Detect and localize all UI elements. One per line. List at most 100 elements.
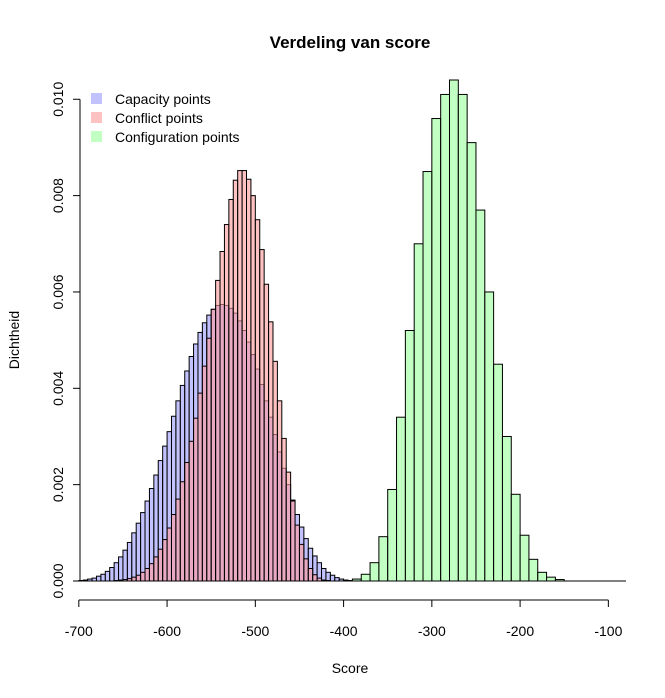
histogram-bar <box>179 481 186 582</box>
chart-title: Verdeling van score <box>270 33 431 52</box>
histogram-bar <box>259 249 265 582</box>
series-3-bars <box>351 79 565 582</box>
x-tick-label: -100 <box>594 623 622 639</box>
series-2-bars <box>113 170 331 582</box>
x-tick-label: -200 <box>506 623 534 639</box>
y-tick-label: 0.004 <box>50 371 66 406</box>
y-tick-label: 0.006 <box>50 274 66 309</box>
x-tick-label: -400 <box>330 623 358 639</box>
legend-swatch <box>91 93 102 104</box>
histogram-bar <box>369 562 380 582</box>
histogram-bar <box>475 209 486 582</box>
histogram-bar <box>228 198 234 582</box>
histogram-bar <box>140 571 146 582</box>
legend-label: Capacity points <box>115 91 211 107</box>
histogram-bar <box>307 567 314 582</box>
histogram-bar <box>528 558 539 582</box>
histogram-bar <box>237 170 243 582</box>
histogram-bar <box>135 522 142 582</box>
histogram-bar <box>312 574 318 582</box>
x-tick-label: -700 <box>65 623 93 639</box>
histogram-bar <box>223 224 230 582</box>
histogram-bar <box>387 488 398 582</box>
legend-swatch <box>91 131 102 142</box>
histogram-bar <box>396 416 406 582</box>
histogram-bar <box>329 574 336 582</box>
legend-label: Conflict points <box>115 110 203 126</box>
histogram-bar <box>166 527 172 582</box>
histogram-bar <box>493 363 503 582</box>
histogram-bar <box>334 577 340 582</box>
x-tick-label: -500 <box>241 623 269 639</box>
histogram-bar <box>546 576 556 582</box>
legend-label: Configuration points <box>115 129 240 145</box>
histogram-bar <box>122 549 128 582</box>
histogram-bar <box>219 251 225 582</box>
histogram-bar <box>413 243 424 582</box>
histogram-bar <box>303 558 309 582</box>
histogram-bar <box>153 556 159 582</box>
histogram-bar <box>254 219 261 582</box>
histogram-bar <box>404 330 415 582</box>
histogram-bar <box>140 512 146 582</box>
histogram-bar <box>197 392 203 582</box>
histogram-bar <box>193 417 199 582</box>
histogram-bar <box>290 500 296 582</box>
histogram-bar <box>135 574 142 582</box>
legend-swatch <box>91 112 102 123</box>
histogram-bar <box>215 279 221 582</box>
y-axis-label: Dichtheid <box>6 311 22 369</box>
histogram-bar <box>281 437 287 582</box>
histogram-bar <box>321 567 327 582</box>
bars-layer <box>78 79 565 582</box>
histogram-bar <box>294 524 300 582</box>
histogram-bar <box>170 514 177 582</box>
histogram-bar <box>162 539 168 582</box>
histogram-bar <box>510 493 521 582</box>
axes-layer: -700 -600 -500 -400 -300 -200 -100 0.000 0.002 0.… <box>50 82 626 639</box>
y-tick-label: 0.010 <box>50 82 66 117</box>
histogram-bar <box>484 291 495 582</box>
histogram-bar <box>268 321 274 582</box>
histogram-bar <box>118 556 124 582</box>
histogram-bar <box>325 571 331 582</box>
histogram-bar <box>232 179 239 582</box>
histogram-bar <box>298 543 305 582</box>
histogram-bar <box>501 435 512 582</box>
histogram-bar <box>466 142 477 582</box>
histogram-bar <box>241 170 248 582</box>
histogram-bar <box>537 571 548 582</box>
histogram-bar <box>109 567 115 582</box>
histogram-bar <box>272 360 278 582</box>
histogram-bar <box>431 118 442 582</box>
histogram-bar <box>448 79 459 582</box>
histogram-bar <box>519 534 530 582</box>
histogram-bar <box>184 461 190 582</box>
histogram-bar <box>250 195 256 582</box>
histogram-bar <box>440 93 451 582</box>
histogram-bar <box>113 562 120 582</box>
histogram-bar <box>131 532 137 582</box>
histogram-bar <box>276 400 283 582</box>
histogram-bar <box>95 575 102 582</box>
histogram-bar <box>148 563 155 582</box>
histogram-bar <box>422 171 433 582</box>
histogram-bar <box>144 567 150 582</box>
histogram-bar <box>126 541 133 582</box>
histogram-bar <box>131 576 137 582</box>
histogram-bar <box>360 573 371 582</box>
legend: Capacity points Conflict points Configurat… <box>91 91 240 145</box>
histogram-bar <box>378 536 389 582</box>
histogram-bar <box>157 548 164 582</box>
histogram-bar <box>263 283 270 582</box>
histogram-bar <box>175 498 181 582</box>
histogram-bar <box>206 337 212 582</box>
histogram-bar <box>210 308 217 582</box>
histogram-bar <box>285 471 292 582</box>
histogram-bar <box>188 440 195 582</box>
histogram-bar <box>246 178 252 582</box>
histogram-bar <box>104 570 111 582</box>
y-tick-label: 0.002 <box>50 467 66 502</box>
histogram-bar <box>457 93 468 582</box>
y-tick-label: 0.008 <box>50 178 66 213</box>
